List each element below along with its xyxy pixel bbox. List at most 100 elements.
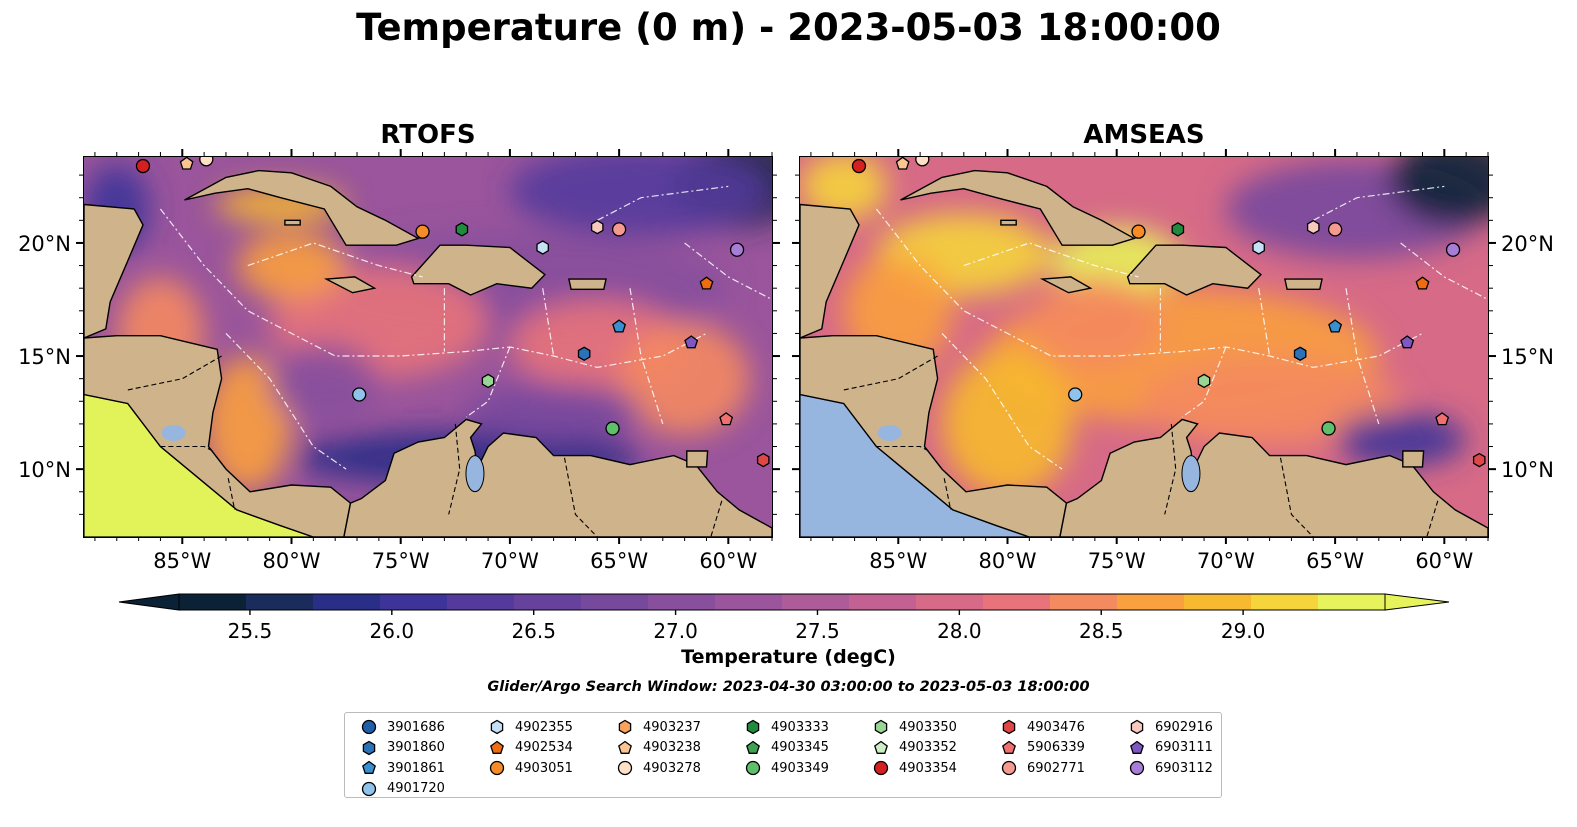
legend-marker-6902771	[1001, 760, 1017, 776]
amseas-lat-tick-label: 15°N	[1501, 345, 1554, 369]
colorbar-segment	[313, 594, 381, 610]
observation-marker-3901860	[577, 346, 591, 362]
colorbar-segment	[447, 594, 515, 610]
circle-marker-icon	[489, 760, 505, 776]
observation-marker-4902534	[699, 276, 714, 290]
rtofs-lat-tick-label: 10°N	[18, 458, 71, 482]
pentagon-marker-icon	[746, 740, 760, 754]
eez-boundary	[875, 208, 1423, 369]
legend-marker-4903333	[746, 719, 760, 735]
legend-marker-4903237	[618, 719, 632, 735]
legend-marker-4903238	[618, 740, 632, 754]
amseas-map-panel[interactable]	[799, 156, 1489, 538]
legend-marker-4903350	[874, 719, 888, 735]
eez-boundary	[1181, 346, 1227, 418]
observation-marker-4903349	[605, 421, 620, 436]
land-yucatan	[84, 203, 144, 339]
observation-marker-4903354	[851, 158, 867, 174]
colorbar-segment	[715, 594, 783, 610]
colorbar-tick-label: 28.0	[937, 619, 982, 642]
legend-marker-4902355	[490, 719, 504, 735]
pentagon-marker-icon	[1002, 740, 1016, 754]
country-border	[563, 457, 598, 537]
land-jamaica	[323, 276, 377, 294]
legend-item-6903111: 6903111	[1129, 738, 1213, 758]
eez-boundary	[1258, 288, 1271, 357]
amseas-map-title: AMSEAS	[1083, 120, 1205, 150]
figure-title: Temperature (0 m) - 2023-05-03 18:00:00	[356, 6, 1221, 49]
hexagon-marker-icon	[1130, 719, 1144, 735]
legend-item-4903476: 4903476	[1001, 717, 1085, 737]
rtofs-lon-tick-label: 60°W	[699, 549, 757, 573]
legend-marker-4903051	[489, 760, 505, 776]
country-border	[227, 478, 236, 511]
rtofs-map-canvas	[84, 157, 772, 537]
colorbar-tick-label: 26.5	[511, 619, 556, 642]
colorbar-tick-label: 27.0	[653, 619, 698, 642]
colorbar-segment	[246, 594, 314, 610]
legend-item-3901686: 3901686	[361, 717, 445, 737]
colorbar-label: Temperature (degC)	[681, 646, 896, 668]
colorbar-segment	[648, 594, 716, 610]
colorbar-tick-label: 28.5	[1079, 619, 1124, 642]
observation-marker-4903350	[1197, 373, 1211, 389]
observation-marker-4902355	[536, 240, 549, 255]
temperature-field	[800, 157, 1488, 497]
eez-boundary	[1313, 185, 1445, 221]
colorbar-tick-label: 29.0	[1221, 619, 1266, 642]
eez-boundary	[159, 208, 707, 369]
amseas-lon-tick-label: 60°W	[1415, 549, 1473, 573]
eez-boundary	[597, 185, 729, 221]
land-south-am	[1059, 418, 1488, 537]
lake-maracaibo	[1181, 455, 1201, 493]
legend-label: 4902355	[515, 719, 573, 735]
legend-label: 5906339	[1027, 740, 1085, 755]
pentagon-marker-icon	[618, 740, 632, 754]
legend-label: 4903333	[771, 719, 829, 735]
pentagon-marker-icon	[362, 760, 376, 774]
colorbar-segment	[514, 594, 582, 610]
rtofs-lat-tick-label: 20°N	[18, 232, 71, 256]
land-central-am	[800, 335, 1068, 537]
legend-item-4903238: 4903238	[617, 738, 701, 758]
legend: 3901686 3901860 3901861 4901720 4902355 49025…	[344, 712, 1222, 798]
eez-boundary	[225, 332, 347, 470]
amseas-map-canvas	[800, 157, 1488, 537]
pentagon-marker-icon	[874, 740, 888, 754]
legend-label: 4903350	[899, 719, 957, 735]
legend-label: 4903278	[643, 760, 701, 776]
land-south-am	[343, 418, 772, 537]
legend-marker-4903349	[745, 760, 761, 776]
colorbar-segment	[849, 594, 917, 610]
search-window-note: Glider/Argo Search Window: 2023-04-30 03…	[487, 679, 1090, 695]
hexagon-marker-icon	[746, 719, 760, 735]
amseas-lon-tick-label: 80°W	[978, 549, 1036, 573]
colorbar-segment	[1050, 594, 1118, 610]
land-jamaica	[1039, 276, 1093, 294]
colorbar-segment	[179, 594, 247, 610]
legend-item-4903352: 4903352	[873, 738, 957, 758]
observation-marker-4902355	[1252, 240, 1265, 255]
circle-marker-icon	[361, 719, 377, 735]
amseas-lat-tick-label: 20°N	[1501, 232, 1554, 256]
colorbar: 25.5 26.0 26.5 27.0 27.5 28.0 28.5 29.0	[118, 593, 1450, 642]
circle-marker-icon	[361, 781, 377, 796]
legend-label: 3901860	[387, 740, 445, 755]
country-border	[160, 445, 214, 452]
pentagon-marker-icon	[1130, 740, 1144, 754]
legend-marker-4903476	[1002, 719, 1016, 735]
legend-item-4903333: 4903333	[745, 717, 829, 737]
colorbar-segment	[1117, 594, 1185, 610]
colorbar-segment	[581, 594, 649, 610]
legend-marker-4903345	[746, 740, 760, 754]
legend-label: 4903051	[515, 760, 573, 776]
rtofs-map-panel[interactable]	[83, 156, 773, 538]
land-puerto-rico	[1284, 278, 1323, 290]
hexagon-marker-icon	[618, 719, 632, 735]
observation-marker-6902771	[1327, 222, 1343, 237]
colorbar-segment	[380, 594, 448, 610]
country-border	[127, 355, 222, 391]
colorbar-segment	[916, 594, 984, 610]
observation-marker-6903112	[1445, 242, 1461, 257]
observation-marker-4903354	[135, 158, 151, 174]
